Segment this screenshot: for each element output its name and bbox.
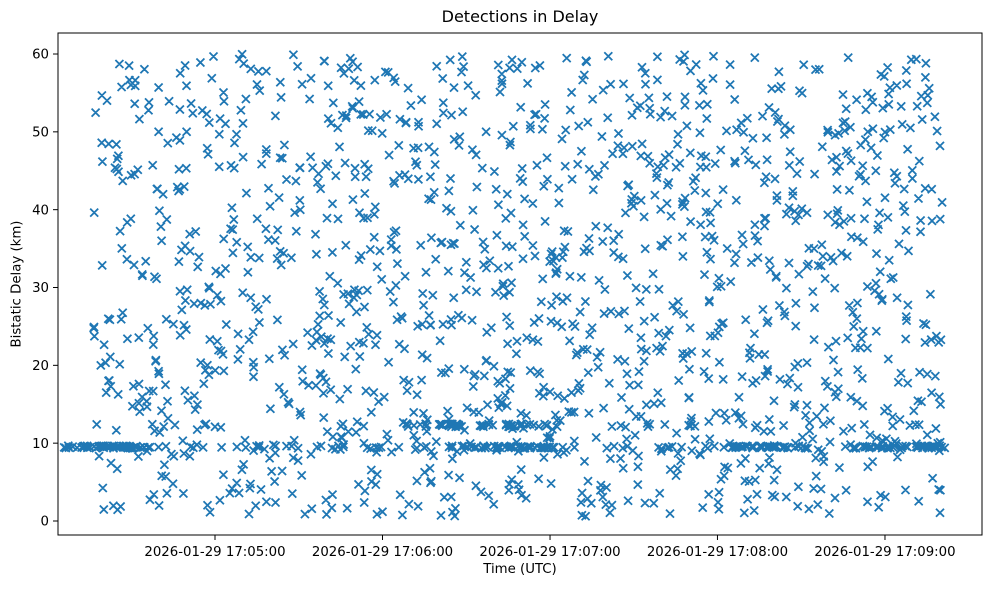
y-tick-label: 20 [32,359,49,374]
x-tick-label: 2026-01-29 17:06:00 [312,545,453,560]
x-tick-label: 2026-01-29 17:05:00 [144,545,285,560]
axes-spines [57,32,983,536]
y-tick-label: 50 [32,125,49,140]
x-axis-label: Time (UTC) [483,562,557,577]
x-tick-label: 2026-01-29 17:08:00 [647,545,788,560]
y-tick-label: 40 [32,203,49,218]
y-tick-label: 10 [32,437,49,452]
scatter-points [59,49,950,521]
chart-title: Detections in Delay [441,7,599,26]
y-axis-ticks: 0 10 20 30 40 50 60 [32,48,58,530]
y-tick-label: 0 [41,515,49,530]
x-tick-label: 2026-01-29 17:07:00 [479,545,620,560]
x-axis-ticks: 2026-01-29 17:05:00 2026-01-29 17:06:00 20… [144,535,956,560]
y-axis-label: Bistatic Delay (km) [9,220,25,348]
x-tick-label: 2026-01-29 17:09:00 [814,545,955,560]
y-tick-label: 60 [32,48,49,63]
y-tick-label: 30 [32,281,49,296]
